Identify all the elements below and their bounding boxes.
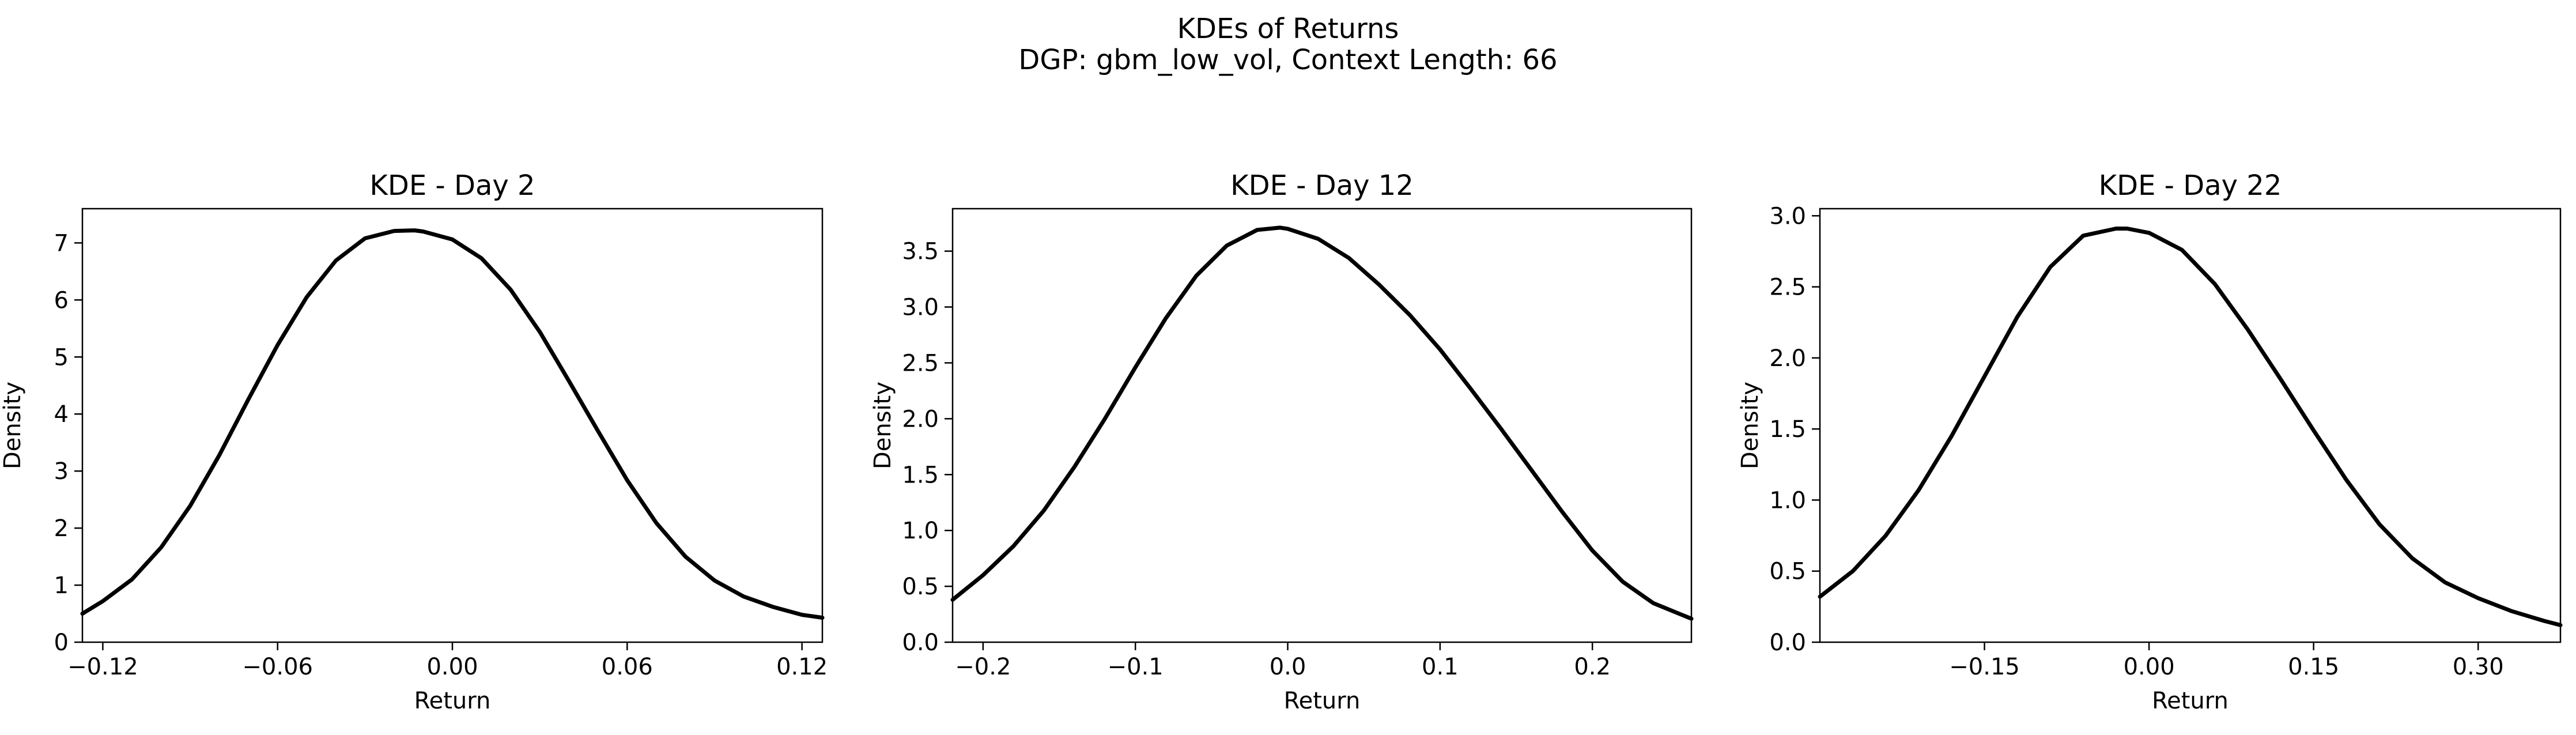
x-tick-label: −0.2 bbox=[955, 654, 1011, 680]
x-tick-label: 0.06 bbox=[602, 654, 653, 680]
chart-title: KDE - Day 12 bbox=[1230, 169, 1414, 202]
y-tick-label: 0 bbox=[54, 630, 69, 656]
x-tick-label: −0.15 bbox=[1949, 654, 2020, 680]
x-tick-label: 0.30 bbox=[2453, 654, 2504, 680]
y-tick-label: 0.0 bbox=[1769, 630, 1806, 656]
y-tick-label: 5 bbox=[54, 344, 69, 371]
x-tick-label: 0.00 bbox=[426, 654, 478, 680]
y-tick-label: 0.5 bbox=[1769, 559, 1806, 585]
y-tick-label: 1 bbox=[54, 572, 69, 599]
y-tick-label: 2 bbox=[54, 515, 69, 542]
y-axis-label: Density bbox=[1737, 382, 1763, 469]
x-tick-label: 0.00 bbox=[2124, 654, 2175, 680]
plot-frame bbox=[1819, 208, 2562, 643]
y-axis-label: Density bbox=[0, 382, 26, 469]
kde-line bbox=[80, 228, 825, 620]
y-axis-label: Density bbox=[870, 382, 896, 469]
y-tick-label: 6 bbox=[54, 287, 69, 314]
x-axis-label: Return bbox=[414, 688, 491, 714]
figure-title: KDEs of Returns bbox=[1177, 13, 1399, 45]
y-tick-label: 3.5 bbox=[902, 239, 939, 265]
chart-panel-2: −0.2 −0.1 0.0 0.1 0.2 0.0 0.5 1.0 1.5 2.0 2.5 3.0 3.… bbox=[870, 169, 1694, 714]
x-tick-label: 0.2 bbox=[1574, 654, 1611, 680]
y-tick-label: 2.0 bbox=[1769, 345, 1806, 372]
y-tick-label: 1.0 bbox=[1769, 487, 1806, 514]
chart-panel-1: −0.12 −0.06 0.00 0.06 0.12 0 1 2 3 4 5 6 7 KDE - Day … bbox=[0, 169, 828, 714]
y-tick-label: 7 bbox=[54, 230, 69, 257]
chart-panel-3: −0.15 0.00 0.15 0.30 0.0 0.5 1.0 1.5 2.0 2.5 3.0 KD… bbox=[1737, 169, 2563, 714]
chart-title: KDE - Day 2 bbox=[369, 169, 535, 202]
y-tick-label: 2.5 bbox=[902, 350, 939, 376]
y-tick-label: 1.5 bbox=[902, 462, 939, 488]
y-tick-label: 4 bbox=[54, 401, 69, 428]
x-tick-label: 0.12 bbox=[776, 654, 828, 680]
y-tick-label: 1.5 bbox=[1769, 416, 1806, 443]
x-tick-label: −0.06 bbox=[242, 654, 313, 680]
y-tick-label: 2.5 bbox=[1769, 274, 1806, 301]
x-axis-label: Return bbox=[2152, 688, 2228, 714]
x-tick-label: 0.15 bbox=[2288, 654, 2339, 680]
y-tick-label: 1.0 bbox=[902, 518, 939, 544]
kde-line bbox=[1818, 227, 2563, 627]
x-tick-label: 0.1 bbox=[1422, 654, 1459, 680]
x-axis-label: Return bbox=[1284, 688, 1361, 714]
y-tick-label: 2.0 bbox=[902, 406, 939, 432]
x-tick-label: −0.1 bbox=[1108, 654, 1164, 680]
plot-frame bbox=[951, 208, 1693, 643]
y-tick-label: 0.0 bbox=[902, 630, 939, 656]
y-tick-label: 3.0 bbox=[1769, 203, 1806, 229]
chart-title: KDE - Day 22 bbox=[2099, 169, 2282, 202]
y-tick-label: 0.5 bbox=[902, 574, 939, 600]
kde-line bbox=[950, 225, 1694, 621]
figure-subtitle: DGP: gbm_low_vol, Context Length: 66 bbox=[1018, 44, 1558, 76]
y-tick-label: 3.0 bbox=[902, 295, 939, 321]
x-tick-label: −0.12 bbox=[67, 654, 138, 680]
x-tick-label: 0.0 bbox=[1270, 654, 1306, 680]
y-tick-label: 3 bbox=[54, 458, 69, 485]
